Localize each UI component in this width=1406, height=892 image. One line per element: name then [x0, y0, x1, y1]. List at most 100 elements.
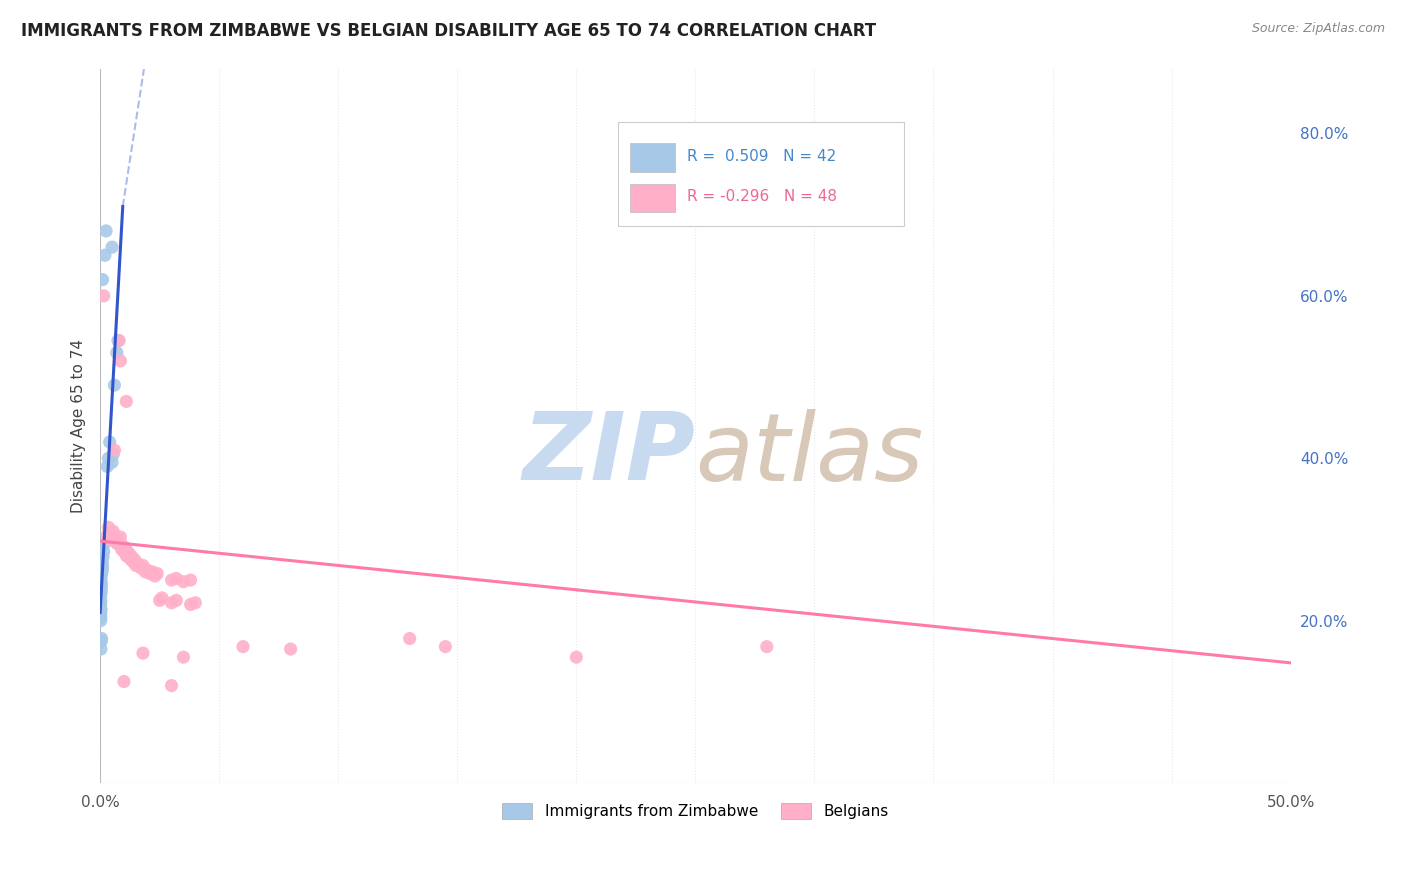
Point: [90, 614, 112, 628]
Point: [103, 443, 125, 458]
Point: [115, 394, 138, 409]
Text: Source: ZipAtlas.com: Source: ZipAtlas.com: [1251, 22, 1385, 36]
Point: [111, 539, 134, 553]
Point: [103, 447, 125, 461]
Point: [90, 586, 112, 600]
Point: [100, 525, 122, 540]
Bar: [630, 184, 675, 212]
Point: [118, 547, 141, 561]
Point: [90, 582, 112, 597]
Text: R =  0.509   N = 42: R = 0.509 N = 42: [688, 149, 837, 164]
Point: [146, 566, 169, 581]
Point: [118, 550, 141, 565]
Point: [93, 289, 115, 303]
Point: [280, 642, 302, 657]
Point: [107, 533, 129, 547]
Point: [98, 435, 121, 450]
Point: [103, 534, 125, 549]
Point: [90, 571, 112, 585]
Point: [110, 354, 132, 368]
Point: [172, 650, 194, 665]
Point: [398, 632, 420, 646]
Y-axis label: Disability Age 65 to 74: Disability Age 65 to 74: [72, 339, 86, 513]
Point: [90, 632, 112, 646]
Point: [98, 533, 121, 547]
Point: [132, 558, 155, 573]
Point: [96, 459, 118, 474]
Point: [90, 563, 112, 577]
Point: [165, 593, 187, 607]
Point: [90, 602, 112, 616]
Point: [94, 248, 117, 262]
Point: [91, 272, 114, 286]
Point: [90, 642, 112, 657]
Point: [160, 596, 183, 610]
Point: [104, 531, 127, 545]
Point: [90, 569, 112, 583]
Point: [232, 640, 254, 654]
Point: [94, 224, 117, 238]
Point: [122, 555, 145, 569]
Point: [90, 581, 112, 595]
Point: [93, 536, 115, 550]
Point: [90, 585, 112, 599]
Point: [107, 334, 129, 348]
Point: [124, 553, 146, 567]
Point: [139, 566, 162, 581]
Point: [180, 598, 202, 612]
Point: [90, 566, 112, 581]
Point: [117, 544, 139, 558]
Point: [93, 544, 115, 558]
Point: [90, 571, 112, 585]
Point: [101, 528, 124, 542]
Point: [134, 565, 156, 579]
Point: [120, 553, 142, 567]
Point: [91, 550, 114, 565]
Text: R = -0.296   N = 48: R = -0.296 N = 48: [688, 189, 837, 204]
Text: atlas: atlas: [696, 409, 924, 500]
Point: [121, 550, 143, 565]
Point: [90, 634, 112, 648]
Text: ZIP: ZIP: [523, 409, 696, 500]
Point: [141, 565, 163, 579]
Point: [97, 520, 120, 534]
Point: [184, 596, 207, 610]
Point: [180, 573, 202, 587]
Point: [105, 536, 128, 550]
FancyBboxPatch shape: [619, 122, 904, 226]
Point: [127, 557, 149, 571]
Point: [150, 591, 173, 605]
Point: [108, 534, 131, 549]
Point: [112, 544, 135, 558]
Point: [90, 589, 112, 603]
Point: [110, 530, 132, 544]
Point: [103, 524, 125, 539]
Legend: Immigrants from Zimbabwe, Belgians: Immigrants from Zimbabwe, Belgians: [496, 797, 896, 825]
Point: [90, 598, 112, 612]
Point: [125, 558, 148, 573]
Point: [90, 606, 112, 620]
Point: [160, 679, 183, 693]
Point: [165, 571, 187, 585]
Point: [105, 345, 128, 359]
Point: [110, 542, 132, 557]
Point: [90, 574, 112, 589]
Point: [115, 549, 138, 563]
Point: [97, 451, 120, 466]
Point: [96, 528, 118, 542]
Point: [103, 378, 125, 392]
Point: [90, 594, 112, 608]
Point: [101, 455, 124, 469]
Point: [114, 541, 136, 555]
Point: [91, 561, 114, 575]
Point: [129, 561, 152, 575]
Point: [90, 574, 112, 589]
Point: [112, 674, 135, 689]
Point: [91, 565, 114, 579]
Point: [149, 593, 172, 607]
Point: [172, 574, 194, 589]
Point: [90, 610, 112, 624]
Bar: [630, 144, 675, 172]
Point: [90, 578, 112, 592]
Text: IMMIGRANTS FROM ZIMBABWE VS BELGIAN DISABILITY AGE 65 TO 74 CORRELATION CHART: IMMIGRANTS FROM ZIMBABWE VS BELGIAN DISA…: [21, 22, 876, 40]
